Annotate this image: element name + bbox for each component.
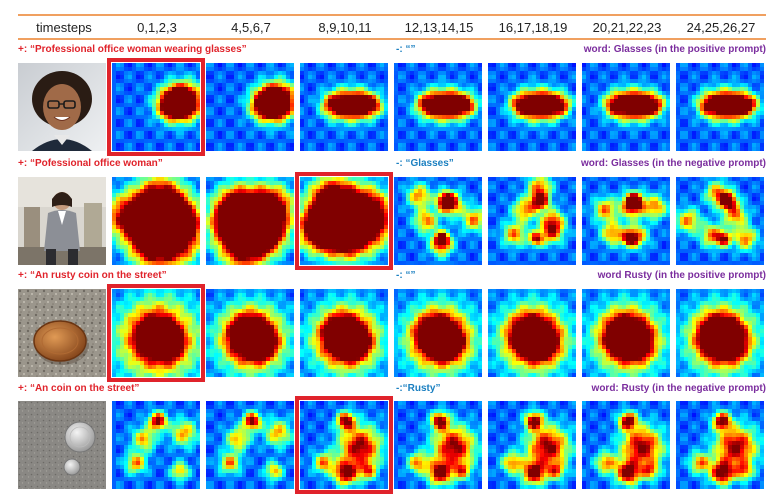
- row-3-positive-prompt: +: “An rusty coin on the street”: [18, 270, 167, 281]
- coin-on-street-photo: [18, 289, 106, 377]
- timestep-group-2: 4,5,6,7: [204, 20, 298, 35]
- attention-map-row3-t7: [676, 289, 764, 377]
- two-coins-photo: [18, 401, 106, 489]
- header-bottom-rule: [18, 38, 766, 40]
- attention-map-row2-t3: [300, 177, 388, 265]
- attention-map-row4-t2: [206, 401, 294, 489]
- row-1-word-label: word: Glasses (in the positive prompt): [584, 44, 766, 55]
- timesteps-label: timesteps: [18, 20, 110, 35]
- attention-map-row4-t6: [582, 401, 670, 489]
- attention-map-row3-t1: [112, 289, 200, 377]
- woman-with-glasses-photo: [18, 63, 106, 151]
- attention-map-row1-t6: [582, 63, 670, 151]
- timestep-group-4: 12,13,14,15: [392, 20, 486, 35]
- timestep-group-5: 16,17,18,19: [486, 20, 580, 35]
- attention-map-row4-t3: [300, 401, 388, 489]
- timestep-group-1: 0,1,2,3: [110, 20, 204, 35]
- row-1-positive-prompt: +: “Professional office woman wearing gl…: [18, 44, 247, 55]
- row-2-positive-prompt: +: “Pofessional office woman”: [18, 158, 163, 169]
- attention-map-row4-t4: [394, 401, 482, 489]
- attention-map-row2-t2: [206, 177, 294, 265]
- attention-map-row1-t4: [394, 63, 482, 151]
- attention-map-row1-t5: [488, 63, 576, 151]
- attention-map-row4-t7: [676, 401, 764, 489]
- attention-map-row4-t1: [112, 401, 200, 489]
- row-3-word-label: word Rusty (in the positive prompt): [598, 270, 766, 281]
- attention-map-row2-t6: [582, 177, 670, 265]
- attention-map-row1-t7: [676, 63, 764, 151]
- row-4-word-label: word: Rusty (in the negative prompt): [592, 383, 766, 394]
- woman-in-office-photo: [18, 177, 106, 265]
- attention-map-row3-t4: [394, 289, 482, 377]
- timestep-group-7: 24,25,26,27: [674, 20, 768, 35]
- timestep-group-3: 8,9,10,11: [298, 20, 392, 35]
- row-2-word-label: word: Glasses (in the negative prompt): [581, 158, 766, 169]
- row-2-negative-prompt: -: “Glasses”: [396, 158, 454, 169]
- row-1-negative-prompt: -: “”: [396, 44, 415, 55]
- attention-map-row1-t2: [206, 63, 294, 151]
- row-3-negative-prompt: -: “”: [396, 270, 415, 281]
- row-4-negative-prompt: -:“Rusty”: [396, 383, 440, 394]
- attention-map-row2-t4: [394, 177, 482, 265]
- attention-map-row4-t5: [488, 401, 576, 489]
- attention-map-row2-t7: [676, 177, 764, 265]
- header-top-rule: [18, 14, 766, 16]
- attention-map-row1-t1: [112, 63, 200, 151]
- row-4-positive-prompt: +: “An coin on the street”: [18, 383, 139, 394]
- attention-map-row3-t5: [488, 289, 576, 377]
- attention-map-row1-t3: [300, 63, 388, 151]
- timestep-group-6: 20,21,22,23: [580, 20, 674, 35]
- attention-map-row2-t1: [112, 177, 200, 265]
- attention-map-row2-t5: [488, 177, 576, 265]
- attention-map-row3-t6: [582, 289, 670, 377]
- attention-map-row3-t3: [300, 289, 388, 377]
- attention-map-row3-t2: [206, 289, 294, 377]
